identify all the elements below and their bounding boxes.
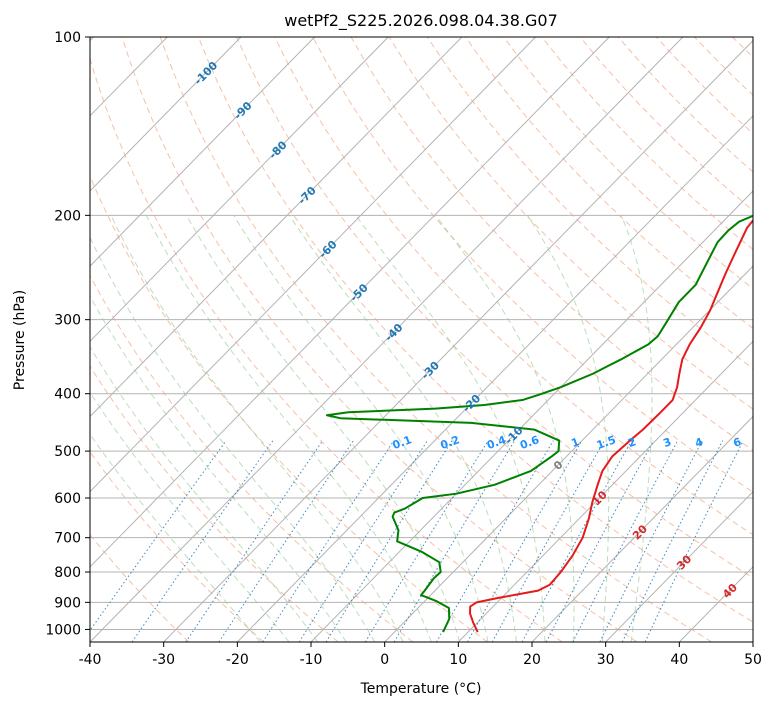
plot-area: -100-90-80-70-60-50-40-30-20-10010203040… [90,37,763,642]
mixing-ratio-label: 3 [662,435,674,450]
moist-adiabat [186,215,461,642]
dry-adiabat [90,56,563,642]
x-tick-label: 0 [380,652,389,668]
mixing-ratio-line [218,440,354,642]
mixing-ratio-line [491,440,605,642]
moist-adiabat [233,215,489,642]
isotherm-line [163,39,753,642]
mixing-ratio-line [262,440,395,642]
isotherm-line [384,265,753,642]
plot-frame [89,36,754,643]
x-tick-label: -30 [152,652,175,668]
moist-adiabat [526,215,610,642]
isotherm-line [90,37,684,642]
isotherm-line [90,37,536,493]
mixing-ratio-line [599,440,703,642]
x-tick-label: 30 [597,652,615,668]
dry-adiabat [312,37,753,493]
x-tick-label: 50 [744,652,762,668]
mixing-ratio-line [90,440,227,632]
dry-adiabat [388,37,753,410]
mixing-ratio-lines [90,440,744,642]
y-tick-label: 600 [54,491,81,507]
sounding-profiles [325,214,753,633]
mixing-ratio-label: 8 [751,435,763,450]
y-tick-label: 400 [54,387,81,403]
isotherm-line [605,490,753,642]
mixing-ratio-line [131,440,274,642]
dry-adiabat [350,37,753,451]
dewpoint-profile-line [325,214,753,633]
mixing-ratio-line [621,440,724,642]
moist-adiabat [620,215,653,642]
x-tick-label: -40 [79,652,102,668]
mixing-ratio-line [298,440,428,642]
moist-adiabat [145,215,432,642]
isotherm-line [310,190,753,642]
mixing-ratio-label: 0.6 [518,433,541,452]
moist-adiabat [355,215,546,642]
axis-ticks: -40 -30 -20 -10 0 10 20 30 40 5010020030040050060… [45,30,762,668]
chart-title: wetPf2_S225.2026.098.04.38.G07 [284,11,558,31]
isotherm-line [90,37,463,418]
y-tick-label: 300 [54,313,81,329]
isotherm-line [236,115,753,642]
mixing-ratio-line [185,440,324,642]
y-tick-label: 900 [54,595,81,611]
isotherm-line [531,415,753,642]
moist-adiabat [90,295,347,642]
y-tick-label: 200 [54,208,81,224]
isotherm-line [90,37,389,343]
isotherms [90,37,753,642]
dry-adiabat [426,37,753,370]
mixing-ratio-line [644,440,744,642]
dry-adiabat [197,37,753,623]
x-axis-label: Temperature (°C) [360,681,482,697]
y-axis-label: Pressure (hPa) [12,290,28,390]
y-tick-label: 500 [54,444,81,460]
mixing-ratio-line [467,440,583,642]
dry-adiabat [159,37,712,642]
isotherm-line [90,37,315,267]
mixing-ratio-line [521,440,633,642]
y-tick-label: 800 [54,565,81,581]
x-tick-label: -10 [300,652,323,668]
y-tick-label: 100 [54,30,81,46]
y-tick-label: 1000 [45,622,81,638]
mixing-ratio-label: 2 [626,435,638,450]
moist-adiabat [90,433,261,642]
x-tick-label: 10 [449,652,467,668]
temperature-profile-line [469,218,753,633]
dry-adiabat [236,37,753,579]
moist-adiabat [110,215,404,642]
mixing-ratio-label: 0.4 [485,433,508,452]
dry-adiabat [121,37,638,642]
mixing-ratio-label: 6 [732,435,744,450]
mixing-ratio-label: 0.1 [391,433,414,452]
x-tick-label: -20 [226,652,249,668]
mixing-ratio-label: 4 [693,435,705,450]
dry-adiabat [90,451,264,642]
moist-adiabat [90,391,290,642]
mixing-ratio-label: 1 [569,435,581,450]
dry-adiabat [90,365,339,642]
mixing-ratio-line [325,440,453,642]
x-tick-label: 20 [523,652,541,668]
mixing-ratio-label: 1.5 [595,433,618,452]
isotherm-line [457,340,753,642]
isotherm-line [90,37,610,568]
dry-adiabat [90,174,488,642]
x-tick-label: 40 [670,652,688,668]
mixing-ratio-line [364,440,489,642]
isotherm-line [90,37,242,192]
mixing-ratio-label: 0.2 [439,433,462,452]
y-tick-label: 700 [54,531,81,547]
moist-adiabat [435,215,575,642]
